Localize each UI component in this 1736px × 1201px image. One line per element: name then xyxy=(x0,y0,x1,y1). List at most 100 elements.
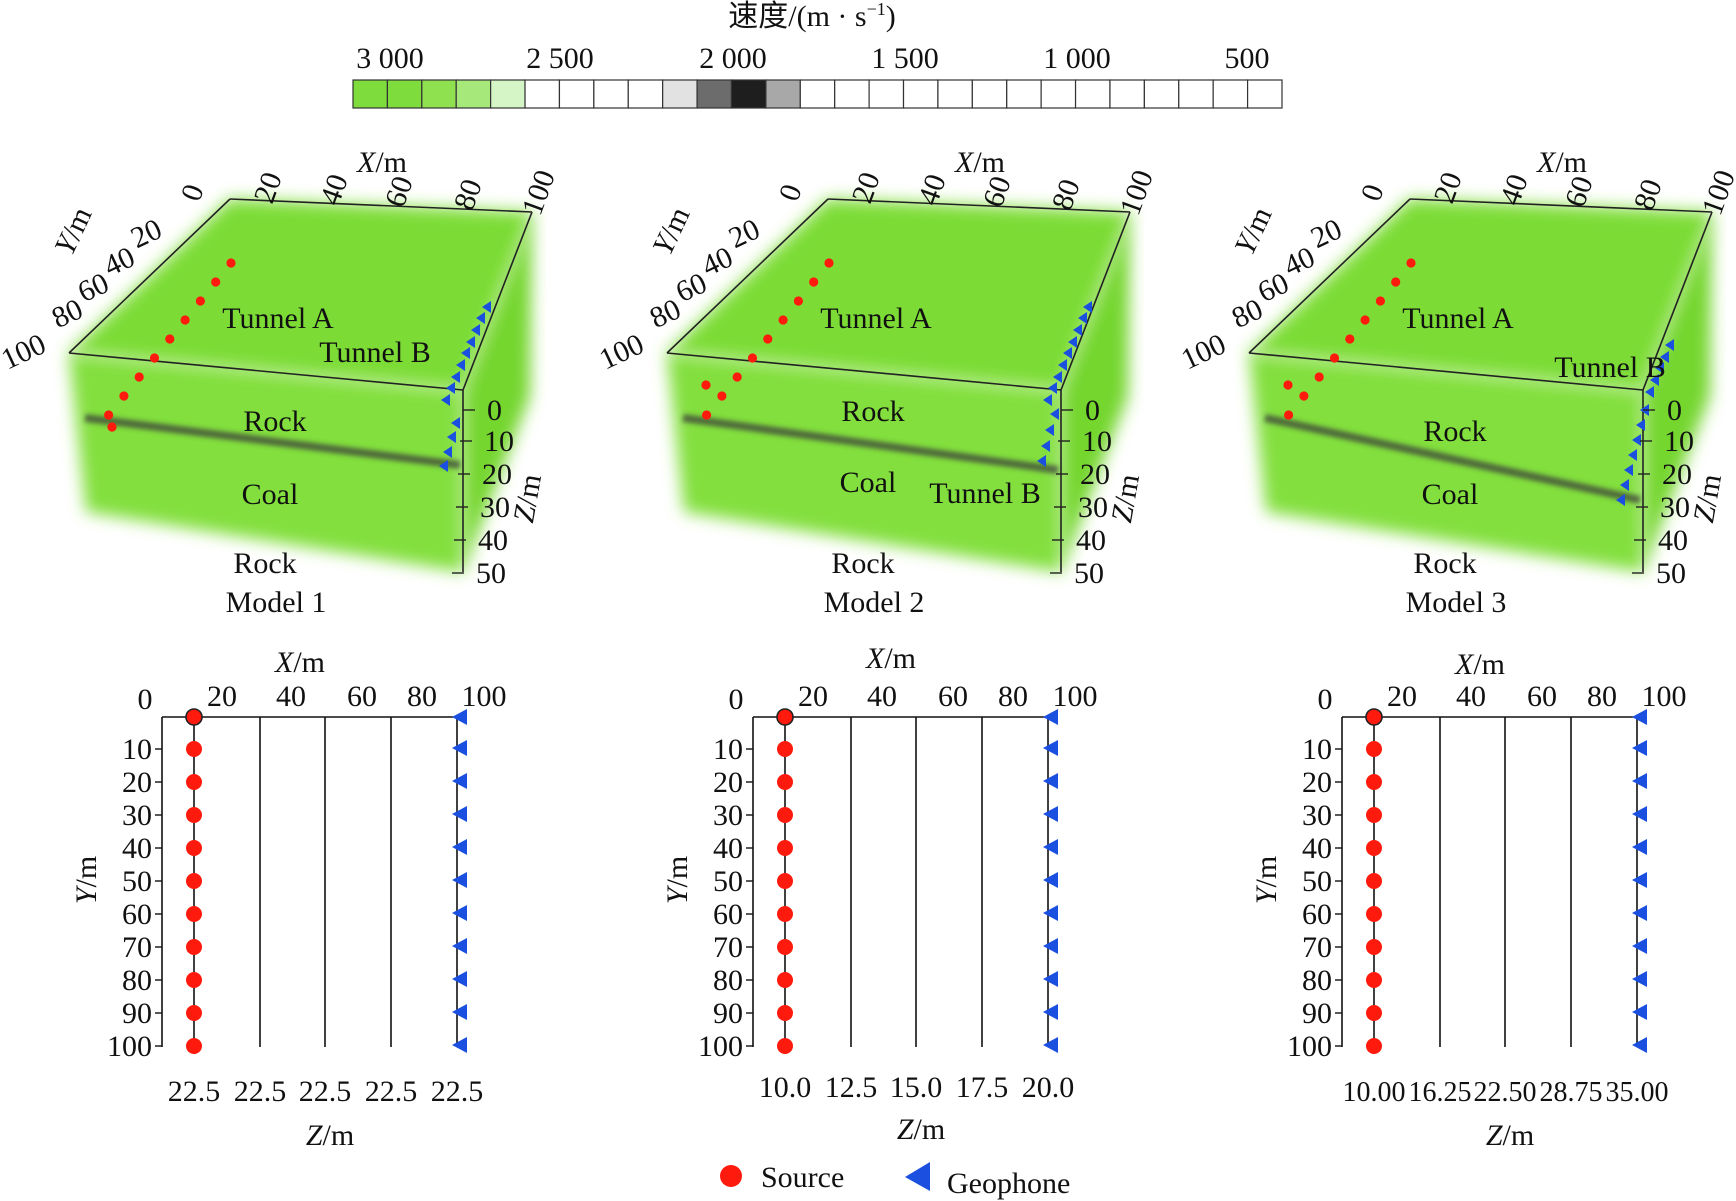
coal-seam-line xyxy=(84,414,461,469)
plan-y-tick-label: 60 xyxy=(1302,898,1332,931)
source-point xyxy=(1366,774,1382,790)
plan-y-tick-label: 20 xyxy=(713,766,743,799)
y-axis-title: Y/m xyxy=(646,202,696,260)
y-tick-label: 20 xyxy=(126,212,167,255)
z-tick-label: 10 xyxy=(484,425,514,458)
source-point xyxy=(195,296,205,306)
side-face xyxy=(1643,212,1712,572)
plan-y-tick-label: 10 xyxy=(1302,733,1332,766)
geophone-point xyxy=(1650,374,1659,386)
plan-x-tick-label: 0 xyxy=(729,683,744,716)
plan-y-tick-label: 20 xyxy=(122,766,152,799)
plan-y-tick-label: 40 xyxy=(1302,832,1332,865)
source-point xyxy=(165,334,175,344)
source-point xyxy=(777,906,793,922)
tunnel-b-label: Tunnel B xyxy=(319,336,430,369)
colorbar-cell xyxy=(799,79,836,109)
colorbar-cell xyxy=(834,79,870,109)
plan-z-tick-label: 22.50 xyxy=(1474,1077,1537,1108)
plan-y-tick-label: 40 xyxy=(122,832,152,865)
block-edge xyxy=(666,198,829,354)
source-point xyxy=(186,972,202,988)
block-edge xyxy=(68,198,231,354)
plan-z-tick-label: 22.5 xyxy=(431,1075,484,1108)
y-tick-label: 20 xyxy=(1306,212,1347,255)
colorbar-tick-label: 1 000 xyxy=(1043,42,1111,75)
x-tick-label: 0 xyxy=(773,180,809,205)
plan-z-tick-label: 20.0 xyxy=(1022,1071,1075,1104)
block-edge xyxy=(68,352,464,391)
colorbar-cell xyxy=(971,79,1008,109)
plan-x-tick-label: 100 xyxy=(1642,680,1687,713)
colorbar-cell xyxy=(627,79,664,109)
geophone-point xyxy=(452,872,467,888)
geophone-point xyxy=(1620,479,1629,491)
rock-lower-label: Rock xyxy=(233,547,296,580)
source-point xyxy=(777,1005,793,1021)
tunnel-a-label: Tunnel A xyxy=(820,302,932,335)
block-edge xyxy=(1248,198,1411,354)
plan-x-tick-label: 60 xyxy=(347,680,377,713)
geophone-point xyxy=(1632,434,1641,446)
source-point xyxy=(185,708,203,726)
front-face xyxy=(1249,353,1643,572)
z-tick-label: 0 xyxy=(1667,394,1682,427)
coal-label: Coal xyxy=(242,478,299,511)
y-tick-label: 40 xyxy=(1279,240,1320,283)
geophone-point xyxy=(461,347,470,359)
rock-upper-label: Rock xyxy=(841,395,904,428)
plan-y-tick-label: 10 xyxy=(713,733,743,766)
block-edge xyxy=(462,211,533,391)
tunnel-b-label: Tunnel B xyxy=(929,477,1040,510)
geophone-point xyxy=(1636,419,1645,431)
rock-lower-label: Rock xyxy=(1413,547,1476,580)
y-tick-label: 20 xyxy=(724,212,765,255)
source-point xyxy=(777,840,793,856)
coal-seam-line xyxy=(1264,414,1641,504)
plan-x-tick-label: 80 xyxy=(1587,680,1617,713)
colorbar-cell xyxy=(1246,79,1283,109)
tunnel-a-label: Tunnel A xyxy=(222,302,334,335)
source-point xyxy=(1365,708,1383,726)
plan-x-tick-label: 40 xyxy=(1456,680,1486,713)
plan-z-tick-label: 15.0 xyxy=(890,1071,943,1104)
source-point xyxy=(1366,972,1382,988)
y-tick-label: 100 xyxy=(594,327,649,376)
plan-x-tick-label: 40 xyxy=(276,680,306,713)
front-face xyxy=(667,353,1061,572)
plan-y-tick-label: 40 xyxy=(713,832,743,865)
source-point xyxy=(1314,372,1324,382)
geophone-point xyxy=(1043,938,1058,954)
source-point xyxy=(793,296,803,306)
plan-y-tick-label: 30 xyxy=(713,799,743,832)
source-point xyxy=(1366,1005,1382,1021)
z-axis-title: Z/m xyxy=(507,472,548,525)
model-caption: Model 1 xyxy=(226,586,327,619)
source-point xyxy=(1406,258,1416,268)
geophone-point xyxy=(452,1004,467,1020)
geophone-point xyxy=(1083,301,1092,313)
source-point xyxy=(186,807,202,823)
source-point xyxy=(186,741,202,757)
geophone-point xyxy=(1078,312,1087,324)
top-face xyxy=(69,199,532,390)
z-tick-label: 0 xyxy=(1085,394,1100,427)
geophone-point xyxy=(451,417,460,429)
x-tick-label: 100 xyxy=(1696,166,1736,220)
plan-z-tick-label: 22.5 xyxy=(234,1075,287,1108)
plan-y-tick-label: 100 xyxy=(107,1030,152,1063)
plan-z-tick-label: 22.5 xyxy=(365,1075,418,1108)
block-edge xyxy=(1248,352,1644,391)
z-tick-label: 20 xyxy=(1662,458,1692,491)
colorbar-cell xyxy=(1109,79,1145,109)
source-point xyxy=(701,380,711,390)
source-point xyxy=(1375,296,1385,306)
plan-y-tick-label: 80 xyxy=(1302,964,1332,997)
plan-x-tick-label: 80 xyxy=(407,680,437,713)
colorbar-cell xyxy=(593,79,629,109)
geophone-point xyxy=(452,938,467,954)
source-point xyxy=(747,353,758,363)
rock-upper-label: Rock xyxy=(243,405,306,438)
